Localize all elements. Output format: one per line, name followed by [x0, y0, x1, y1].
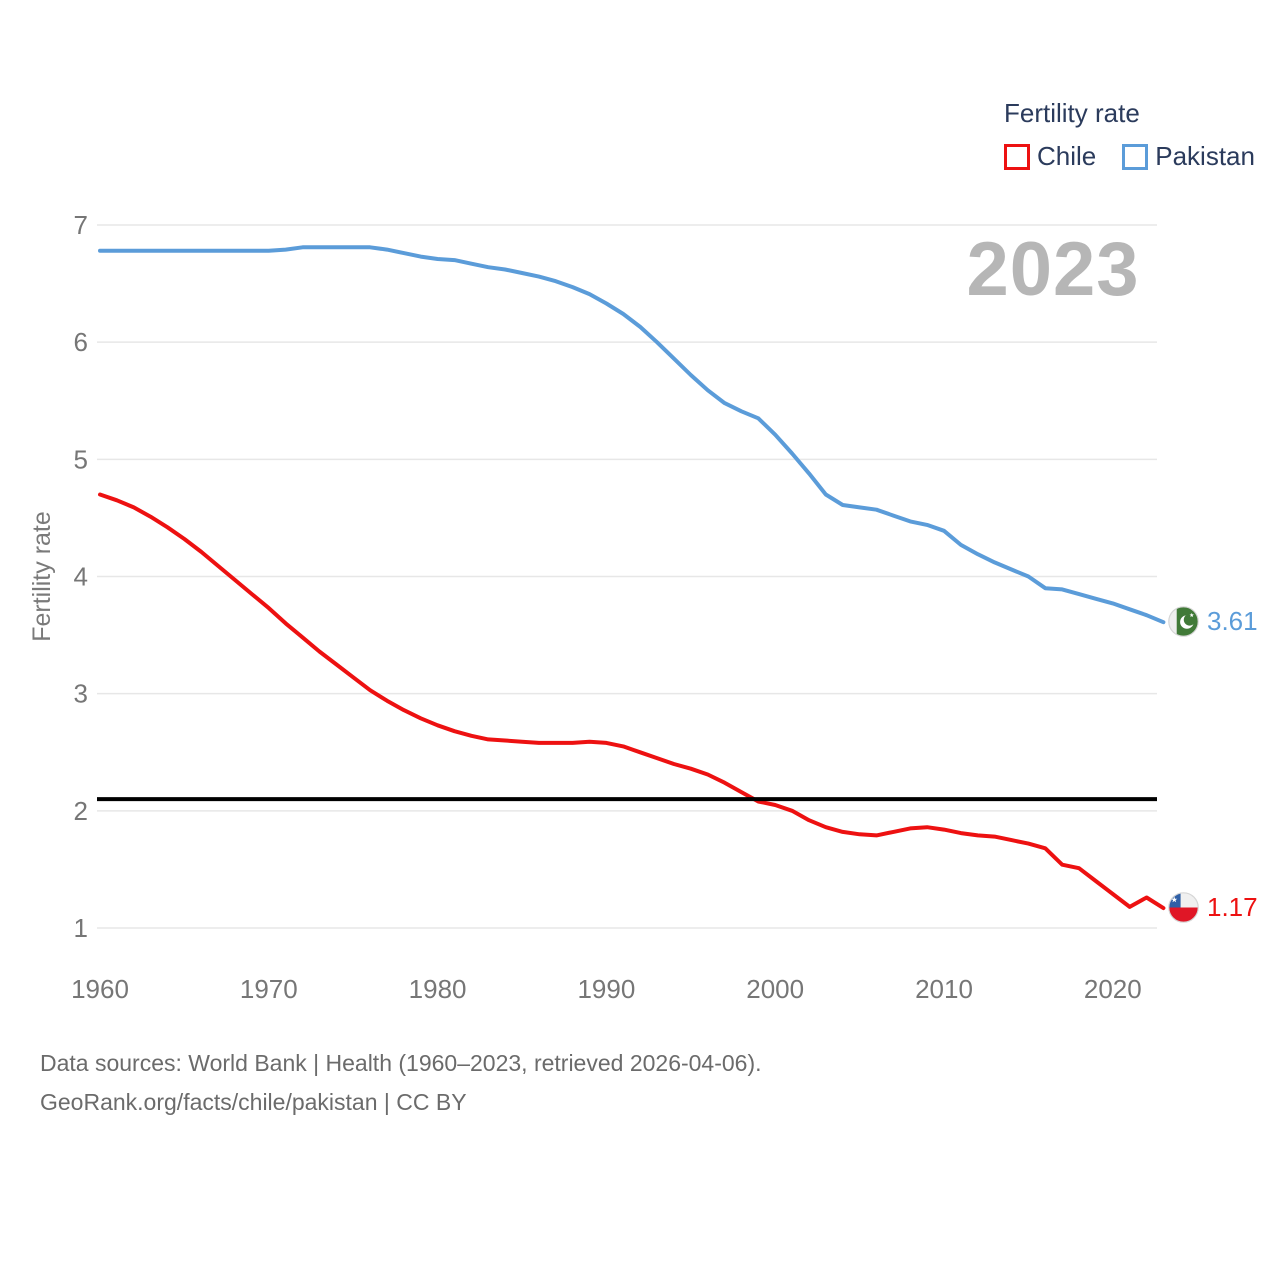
x-tick-label-1970: 1970: [240, 974, 298, 1004]
data-sources-line: Data sources: World Bank | Health (1960–…: [40, 1050, 762, 1076]
y-tick-label-2: 2: [74, 796, 88, 826]
chile-end-label: 1.17: [1168, 892, 1258, 923]
y-tick-label-7: 7: [74, 210, 88, 240]
legend-item-pakistan[interactable]: Pakistan: [1122, 141, 1255, 172]
y-tick-label-4: 4: [74, 562, 88, 592]
x-tick-label-2020: 2020: [1084, 974, 1142, 1004]
source-attribution: Data sources: World Bank | Health (1960–…: [40, 1044, 762, 1122]
year-watermark: 2023: [966, 227, 1140, 312]
pakistan-swatch-icon: [1122, 143, 1149, 170]
x-tick-label-2000: 2000: [746, 974, 804, 1004]
legend-row: Chile Pakistan: [1004, 141, 1255, 172]
x-tick-label-1990: 1990: [577, 974, 635, 1004]
x-tick-label-1960: 1960: [71, 974, 129, 1004]
georank-url-line: GeoRank.org/facts/chile/pakistan | CC BY: [40, 1089, 467, 1115]
x-tick-label-1980: 1980: [409, 974, 467, 1004]
series-line-chile: [98, 492, 1166, 911]
legend: Fertility rate Chile Pakistan: [1004, 98, 1255, 172]
x-tick-label-2010: 2010: [915, 974, 973, 1004]
y-axis-title: Fertility rate: [28, 511, 56, 642]
legend-label-pakistan: Pakistan: [1155, 141, 1255, 171]
y-tick-label-5: 5: [74, 444, 88, 474]
y-tick-label-1: 1: [74, 913, 88, 943]
series-line-pakistan: [98, 245, 1166, 625]
legend-title: Fertility rate: [1004, 98, 1140, 128]
legend-label-chile: Chile: [1037, 141, 1097, 171]
pakistan-end-label: 3.61: [1168, 606, 1258, 637]
chile-swatch-icon: [1004, 143, 1030, 170]
y-tick-label-6: 6: [74, 327, 88, 357]
chile-flag-icon: [1168, 892, 1199, 923]
pakistan-flag-icon: [1168, 606, 1199, 637]
pakistan-end-value: 3.61: [1207, 606, 1258, 637]
y-tick-label-3: 3: [74, 679, 88, 709]
legend-item-chile[interactable]: Chile: [1004, 141, 1096, 172]
chile-end-value: 1.17: [1207, 892, 1258, 923]
